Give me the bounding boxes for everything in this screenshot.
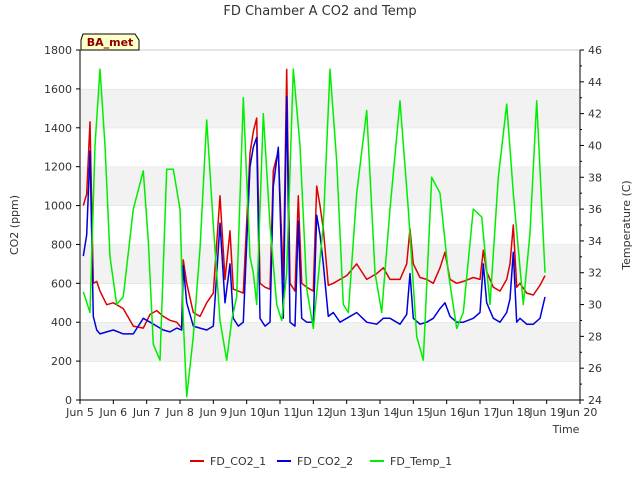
x-tick-label: Jun 8	[165, 406, 194, 419]
right-axis: 24 26 28 30 32 34 36 38 40 42 44 46	[579, 44, 602, 407]
x-tick-label: Jun 9	[198, 406, 227, 419]
x-tick-label: Jun 11	[262, 406, 298, 419]
y-axis-label-right: Temperature (C)	[620, 180, 633, 270]
legend-label: FD_CO2_2	[297, 455, 353, 468]
grid-band	[80, 322, 580, 362]
x-tick-label: Jun 12	[295, 406, 331, 419]
x-tick-label: Jun 20	[562, 406, 598, 419]
right-tick-label: 42	[588, 108, 602, 121]
left-tick-label: 200	[51, 355, 72, 368]
grid-band	[80, 127, 580, 167]
right-tick-label: 28	[588, 330, 602, 343]
legend-label: FD_Temp_1	[390, 455, 452, 468]
left-tick-label: 1000	[44, 200, 72, 213]
site-label: BA_met	[87, 36, 134, 49]
series-line-fd-co2-1	[82, 68, 546, 329]
x-tick-label: Jun 19	[528, 406, 564, 419]
x-tick-label: Jun 7	[132, 406, 161, 419]
left-tick-label: 1600	[44, 83, 72, 96]
x-tick-label: Jun 17	[462, 406, 498, 419]
right-tick-label: 32	[588, 267, 602, 280]
left-tick-label: 1800	[44, 44, 72, 57]
left-tick-label: 800	[51, 238, 72, 251]
series-line-fd-temp-1	[82, 68, 546, 398]
x-tick-label: Jun 16	[428, 406, 464, 419]
right-tick-label: 46	[588, 44, 602, 57]
right-tick-label: 38	[588, 171, 602, 184]
grid-band	[80, 205, 580, 245]
site-label-box: BA_met	[80, 33, 140, 51]
left-tick-label: 600	[51, 277, 72, 290]
grid-band	[80, 361, 580, 400]
x-tick-label: Jun 15	[395, 406, 431, 419]
x-tick-label: Jun 18	[495, 406, 531, 419]
right-tick-label: 26	[588, 362, 602, 375]
left-tick-label: 1200	[44, 161, 72, 174]
left-tick-label: 400	[51, 316, 72, 329]
grid-band	[80, 244, 580, 284]
x-tick-label: Jun 6	[98, 406, 127, 419]
left-axis: 0 200 400 600 800 1000 1200 1400 1600 1800	[44, 44, 81, 407]
right-tick-label: 40	[588, 139, 602, 152]
right-tick-label: 30	[588, 299, 602, 312]
x-tick-label: Jun 10	[228, 406, 264, 419]
grid-band	[80, 166, 580, 206]
x-axis-label: Time	[552, 423, 580, 436]
y-axis-label-left: CO2 (ppm)	[8, 195, 21, 255]
right-tick-label: 34	[588, 235, 602, 248]
x-tick-label: Jun 5	[65, 406, 94, 419]
left-tick-label: 1400	[44, 122, 72, 135]
grid-band	[80, 88, 580, 128]
chart-title: FD Chamber A CO2 and Temp	[223, 4, 416, 19]
left-tick-label: 0	[65, 394, 72, 407]
right-tick-label: 36	[588, 203, 602, 216]
grid-band	[80, 283, 580, 323]
right-tick-label: 44	[588, 76, 602, 89]
right-tick-label: 24	[588, 394, 602, 407]
x-tick-label: Jun 13	[328, 406, 364, 419]
series-lines	[82, 68, 546, 398]
legend-label: FD_CO2_1	[210, 455, 266, 468]
legend: FD_CO2_1 FD_CO2_2 FD_Temp_1	[190, 455, 452, 468]
series-line-fd-co2-2	[82, 95, 546, 335]
x-tick-label: Jun 14	[362, 406, 398, 419]
